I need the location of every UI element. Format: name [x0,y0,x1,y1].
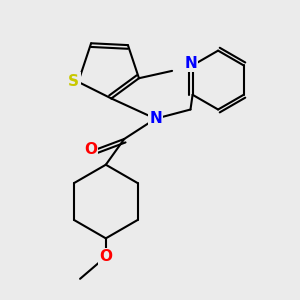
Text: S: S [68,74,79,89]
Text: O: O [84,142,97,158]
Text: N: N [149,111,162,126]
Text: O: O [99,249,112,264]
Text: N: N [184,56,197,71]
